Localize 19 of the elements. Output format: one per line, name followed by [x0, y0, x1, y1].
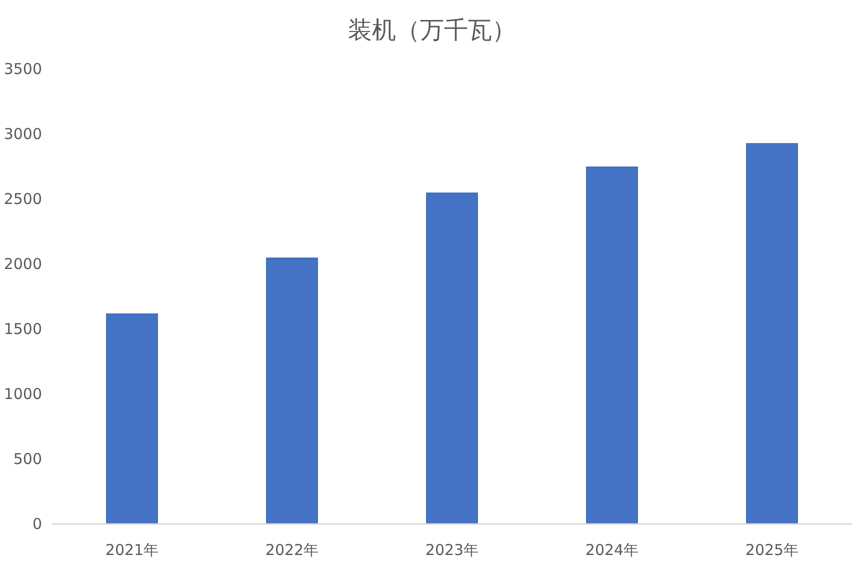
bar	[106, 313, 158, 524]
bar	[586, 166, 638, 524]
x-tick-label: 2022年	[265, 541, 319, 559]
x-tick-label: 2023年	[425, 541, 479, 559]
y-tick-label: 500	[13, 450, 42, 468]
x-tick-label: 2021年	[105, 541, 159, 559]
bar	[426, 192, 478, 524]
chart-title: 装机（万千瓦）	[348, 17, 516, 44]
x-tick-label: 2025年	[745, 541, 799, 559]
y-tick-label: 3000	[4, 125, 42, 143]
x-tick-label: 2024年	[585, 541, 639, 559]
bar	[746, 143, 798, 524]
y-tick-label: 2500	[4, 190, 42, 208]
bar	[266, 258, 318, 524]
y-tick-label: 2000	[4, 255, 42, 273]
y-tick-label: 1000	[4, 385, 42, 403]
y-tick-label: 3500	[4, 60, 42, 78]
y-tick-label: 1500	[4, 320, 42, 338]
y-tick-label: 0	[32, 515, 42, 533]
